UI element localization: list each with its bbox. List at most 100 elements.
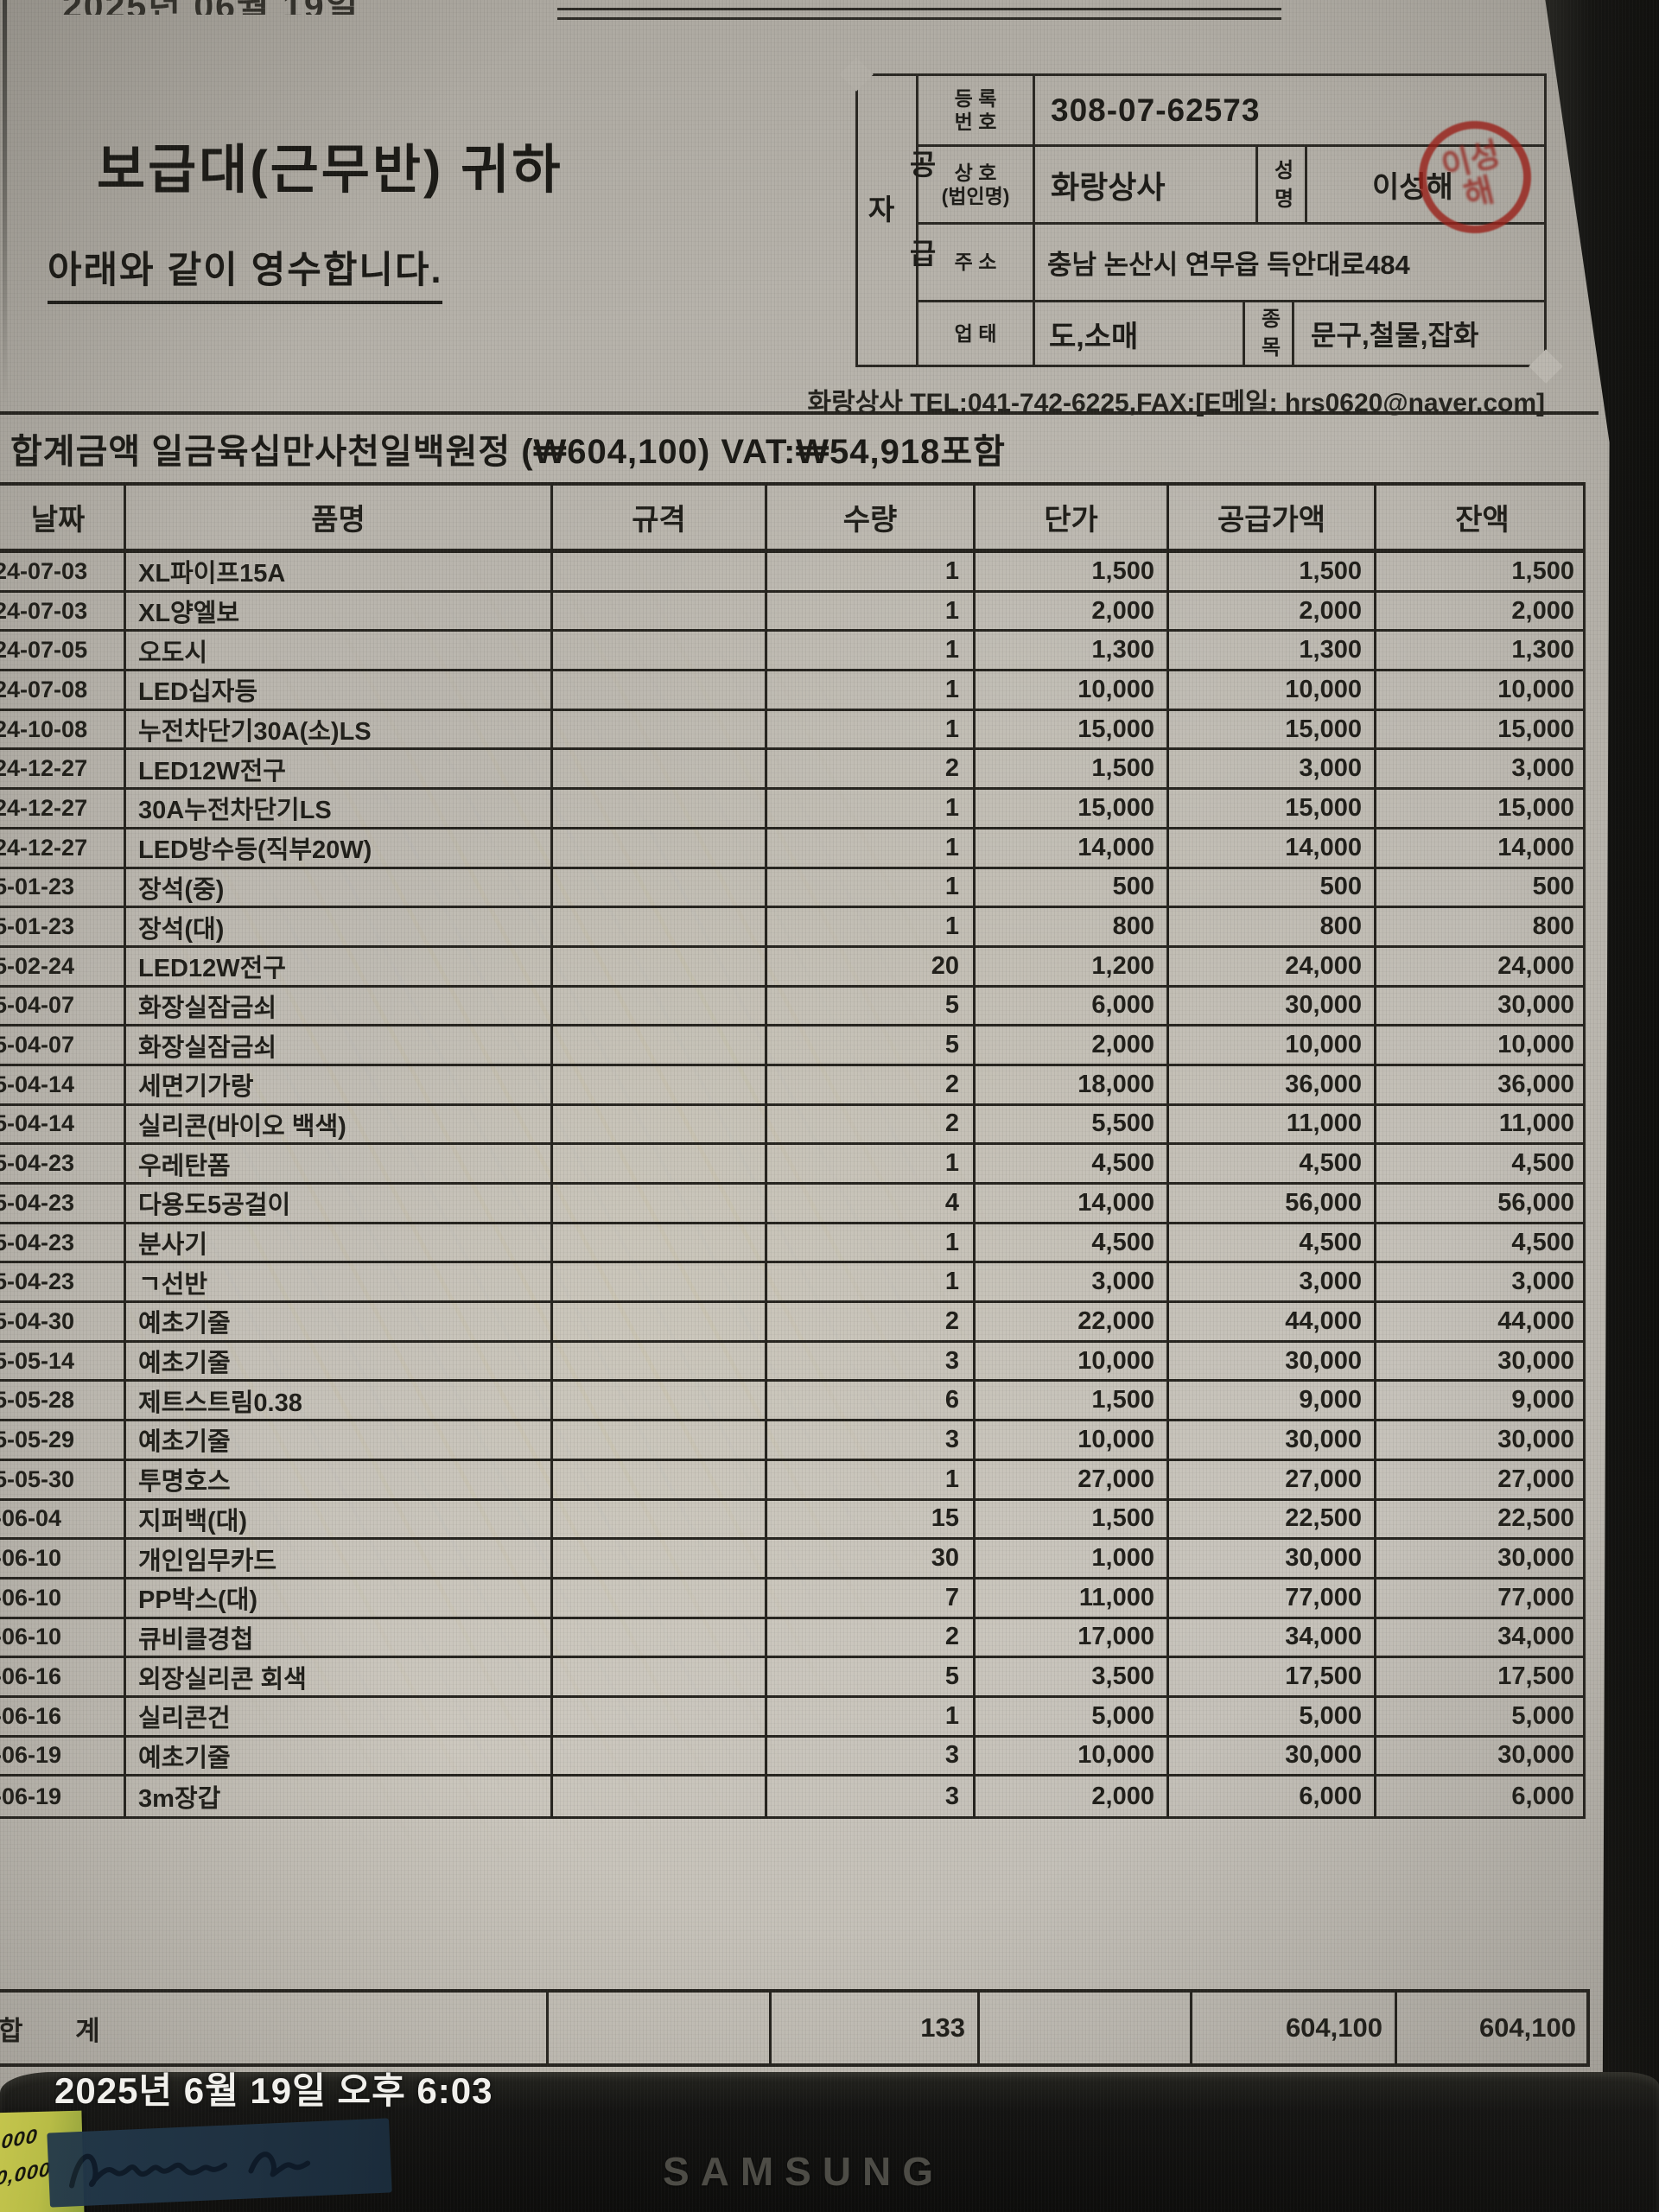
total-spec (549, 1993, 772, 2063)
table-row: -06-19 3m장갑 3 2,000 6,000 6,000 (0, 1777, 1583, 1816)
cell-qty: 3 (767, 1777, 976, 1816)
total-label: 합 계 (0, 1993, 549, 2063)
table-body: 24-07-03 XL파이프15A 1 1,500 1,500 1,500 24… (0, 553, 1583, 1816)
address-label: 주 소 (918, 225, 1035, 300)
cell-supply: 30,000 (1169, 1342, 1376, 1380)
cell-item: 오도시 (126, 632, 553, 670)
registration-label: 등 록 번 호 (918, 76, 1035, 144)
table-row: 24-07-05 오도시 1 1,300 1,300 1,300 (0, 632, 1583, 672)
cell-qty: 20 (767, 947, 976, 985)
cell-price: 6,000 (976, 987, 1169, 1025)
table-row: 5-05-28 제트스트림0.38 6 1,500 9,000 9,000 (0, 1382, 1583, 1422)
cell-date: 5-01-23 (0, 908, 126, 945)
cell-spec (553, 1342, 767, 1380)
cell-balance: 15,000 (1497, 793, 1574, 822)
cell-date: 5-04-30 (0, 1303, 126, 1340)
cell-supply: 2,000 (1169, 592, 1376, 630)
cell-date: -06-16 (0, 1658, 126, 1695)
cell-qty: 2 (767, 1618, 976, 1656)
cell-date: 5-01-23 (0, 868, 126, 906)
cell-balance: 44,000 (1497, 1306, 1574, 1335)
total-qty: 133 (772, 1993, 980, 2063)
cell-spec (553, 947, 767, 985)
table-row: 24-07-08 LED십자등 1 10,000 10,000 10,000 (0, 671, 1583, 711)
cell-spec (553, 1421, 767, 1459)
cell-balance: 30,000 (1497, 1544, 1574, 1573)
cell-balance: 10,000 (1497, 675, 1574, 703)
table-row: -06-10 개인임무카드 30 1,000 30,000 30,000 (0, 1540, 1583, 1580)
cell-item: 누전차단기30A(소)LS (126, 710, 553, 748)
cell-price: 1,500 (976, 750, 1169, 788)
cell-supply: 14,000 (1169, 829, 1376, 867)
cell-date: -06-10 (0, 1618, 126, 1656)
cell-qty: 1 (767, 1263, 976, 1301)
cell-price: 1,300 (976, 632, 1169, 670)
clipped-top-date: 2025년 06월 19일 (62, 0, 425, 15)
cell-supply: 56,000 (1169, 1185, 1376, 1222)
table-row: 5-04-07 화장실잠금쇠 5 2,000 10,000 10,000 (0, 1027, 1583, 1066)
cell-supply: 3,000 (1169, 1263, 1376, 1301)
cell-spec (553, 710, 767, 748)
table-row: 5-05-30 투명호스 1 27,000 27,000 27,000 (0, 1460, 1583, 1501)
header-balance: 잔액 (1455, 504, 1510, 537)
cell-qty: 5 (767, 1027, 976, 1064)
cell-item: 제트스트림0.38 (126, 1382, 553, 1420)
cell-spec (553, 1027, 767, 1064)
cell-supply: 9,000 (1169, 1382, 1376, 1420)
cell-price: 27,000 (976, 1460, 1169, 1498)
cell-qty: 30 (767, 1540, 976, 1577)
cell-item: 예초기줄 (126, 1342, 553, 1380)
cell-qty: 2 (767, 750, 976, 788)
table-row: 24-12-27 30A누전차단기LS 1 15,000 15,000 15,0… (0, 790, 1583, 830)
cell-date: 24-07-05 (0, 632, 126, 670)
cell-price: 14,000 (976, 1185, 1169, 1222)
header-price: 단가 (976, 486, 1169, 549)
table-row: -06-16 실리콘건 1 5,000 5,000 5,000 (0, 1697, 1583, 1738)
table-row: -06-10 큐비클경첩 2 17,000 34,000 34,000 (0, 1618, 1583, 1659)
cell-date: -06-04 (0, 1500, 126, 1538)
cell-qty: 5 (767, 987, 976, 1025)
cell-balance: 30,000 (1497, 1741, 1574, 1770)
business-type-label: 업 태 (918, 302, 1035, 365)
cell-balance: 3,000 (1511, 754, 1574, 783)
cell-supply: 27,000 (1169, 1460, 1376, 1498)
cell-balance: 11,000 (1498, 1109, 1574, 1138)
cell-item: 세면기가랑 (126, 1065, 553, 1103)
cell-balance: 34,000 (1497, 1623, 1574, 1651)
cell-date: 5-04-07 (0, 1027, 126, 1064)
cell-supply: 15,000 (1169, 710, 1376, 748)
cell-price: 3,000 (976, 1263, 1169, 1301)
cell-balance: 4,500 (1511, 1149, 1574, 1178)
cell-spec (553, 1145, 767, 1182)
cell-price: 1,200 (976, 947, 1169, 985)
cell-item: LED십자등 (126, 671, 553, 709)
cell-date: 24-12-27 (0, 790, 126, 827)
document-left-edge (3, 0, 7, 406)
registration-number: 308-07-62573 (1051, 92, 1261, 128)
table-row: 5-05-14 예초기줄 3 10,000 30,000 30,000 (0, 1342, 1583, 1382)
cell-date: 5-05-30 (0, 1460, 126, 1498)
cell-spec (553, 1777, 767, 1816)
cell-qty: 1 (767, 908, 976, 945)
top-rule-line (557, 8, 1281, 10)
cell-balance: 500 (1532, 873, 1574, 901)
registration-row: 등 록 번 호 308-07-62573 (918, 76, 1544, 147)
cell-item: 지퍼백(대) (126, 1500, 553, 1538)
cell-date: -06-19 (0, 1777, 126, 1816)
cell-qty: 1 (767, 1145, 976, 1182)
cell-price: 10,000 (976, 1342, 1169, 1380)
recipient-title: 보급대(근무반) 귀하 (97, 140, 563, 199)
cell-item: 장석(대) (126, 908, 553, 945)
cell-item: 예초기줄 (126, 1737, 553, 1775)
cell-spec (553, 1697, 767, 1735)
cell-balance: 6,000 (1511, 1782, 1574, 1810)
cell-qty: 1 (767, 710, 976, 748)
cell-balance: 4,500 (1511, 1228, 1574, 1256)
cell-price: 10,000 (976, 671, 1169, 709)
table-header-row: 날짜 품명 규격 수량 단가 공급가액 잔액 (0, 486, 1583, 553)
cell-item: 예초기줄 (126, 1303, 553, 1340)
cell-qty: 1 (767, 829, 976, 867)
cell-date: 5-04-23 (0, 1185, 126, 1222)
cell-supply: 22,500 (1169, 1500, 1376, 1538)
cell-qty: 3 (767, 1421, 976, 1459)
